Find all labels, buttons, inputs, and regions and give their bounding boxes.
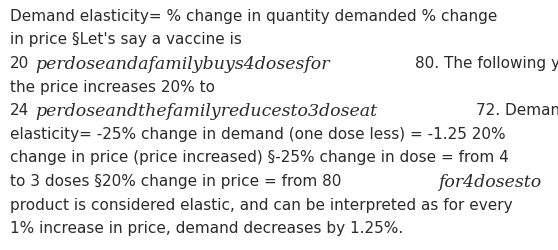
Text: product is considered elastic, and can be interpreted as for every: product is considered elastic, and can b… bbox=[10, 197, 513, 212]
Text: the price increases 20% to: the price increases 20% to bbox=[10, 79, 215, 94]
Text: change in price (price increased) §-25% change in dose = from 4: change in price (price increased) §-25% … bbox=[10, 150, 509, 165]
Text: perdoseandthefamilyreducesto3doseat: perdoseandthefamilyreducesto3doseat bbox=[35, 103, 377, 120]
Text: Demand elasticity= % change in quantity demanded % change: Demand elasticity= % change in quantity … bbox=[10, 9, 497, 24]
Text: in price §Let's say a vaccine is: in price §Let's say a vaccine is bbox=[10, 32, 242, 47]
Text: elasticity= -25% change in demand (one dose less) = -1.25 20%: elasticity= -25% change in demand (one d… bbox=[10, 126, 506, 141]
Text: 24: 24 bbox=[10, 103, 29, 118]
Text: to 3 doses §20% change in price = from 80: to 3 doses §20% change in price = from 8… bbox=[10, 173, 341, 188]
Text: perdoseandafamilybuys4dosesfor: perdoseandafamilybuys4dosesfor bbox=[35, 56, 329, 73]
Text: for4dosesto: for4dosesto bbox=[437, 173, 541, 190]
Text: 80. The following year: 80. The following year bbox=[415, 56, 558, 71]
Text: 20: 20 bbox=[10, 56, 29, 71]
Text: 1% increase in price, demand decreases by 1.25%.: 1% increase in price, demand decreases b… bbox=[10, 220, 403, 235]
Text: 72. Demand: 72. Demand bbox=[477, 103, 558, 118]
